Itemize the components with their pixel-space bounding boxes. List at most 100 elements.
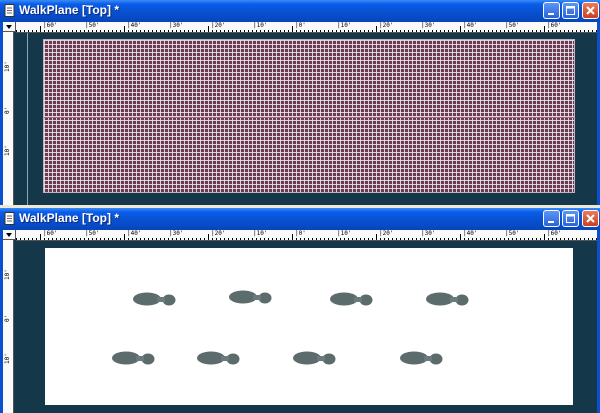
ruler-tick [432,30,433,32]
ruler-tick [180,30,181,32]
ruler-tick [452,30,453,32]
minimize-button[interactable] [543,210,560,227]
ruler-label: |60' [43,22,58,29]
maximize-icon [566,6,575,15]
ruler-tick [492,238,493,240]
ruler-tick [272,238,273,240]
viewport-window-top[interactable]: WalkPlane [Top] * |60' |50' |40' |30' |20' |1… [0,0,600,205]
ruler-label: |0' [295,22,306,29]
ruler-tick [196,30,197,32]
ruler-tick [444,30,445,32]
ruler-tick [572,238,573,240]
vertical-ruler[interactable]: 10' 0' 10' [3,32,14,205]
ruler-tick [164,30,165,32]
ruler-label: |60' [43,230,58,237]
ruler-tick [112,30,113,32]
ruler-tick [256,238,257,240]
ruler-tick [104,238,105,240]
ruler-tick [408,238,409,240]
maximize-button[interactable] [562,2,579,19]
ruler-tick [400,30,401,32]
ruler-tick [252,238,253,240]
viewport-frame[interactable]: |60' |50' |40' |30' |20' |10' |0' |10' |20' |30' |… [0,230,600,413]
ruler-corner-menu[interactable] [3,22,16,32]
ruler-tick [464,30,465,32]
ruler-tick [40,234,41,240]
ruler-tick [112,238,113,240]
walk-plane-grid[interactable] [43,39,575,193]
ruler-tick [328,30,329,32]
ruler-tick [396,238,397,240]
viewport-window-bottom[interactable]: WalkPlane [Top] * |60' |50' |40' |30' |20' |1… [0,208,600,413]
ruler-tick [220,30,221,32]
horizontal-ruler[interactable]: |60' |50' |40' |30' |20' |10' |0' |10' |20' |30' |… [16,22,597,33]
ruler-tick [536,238,537,240]
ruler-tick [72,30,73,32]
viewport-canvas[interactable] [14,241,597,413]
ruler-tick [348,30,349,32]
ruler-label: |40' [127,230,142,237]
close-icon [586,6,595,15]
ruler-tick [324,238,325,240]
ruler-label: 0' [4,106,11,114]
ruler-tick [440,30,441,32]
ruler-tick [424,238,425,240]
ruler-tick [484,30,485,32]
ruler-tick [420,238,421,240]
ruler-tick [332,238,333,240]
ruler-tick [216,238,217,240]
ruler-tick [56,30,57,32]
ruler-tick [236,238,237,240]
ruler-tick [176,30,177,32]
ruler-tick [528,238,529,240]
ruler-tick [316,30,317,32]
viewport-canvas[interactable] [14,33,597,205]
footprint [400,351,443,365]
ruler-tick [524,238,525,240]
ruler-tick [448,30,449,32]
title-bar[interactable]: WalkPlane [Top] * [0,0,600,22]
ruler-tick [548,30,549,32]
footprint [112,351,155,365]
ruler-tick [552,30,553,32]
close-button[interactable] [582,2,599,19]
walk-plane-textured[interactable] [45,248,573,405]
ruler-tick [488,30,489,32]
ruler-tick [124,26,125,32]
viewport-frame[interactable]: |60' |50' |40' |30' |20' |10' |0' |10' |20' |30' |… [0,22,600,205]
ruler-tick [152,238,153,240]
ruler-tick [320,238,321,240]
ruler-tick [596,238,597,240]
ruler-tick [436,238,437,240]
dropdown-arrow-icon [6,25,12,29]
ruler-tick [512,238,513,240]
minimize-button[interactable] [543,2,560,19]
ruler-tick [204,30,205,32]
ruler-tick [284,238,285,240]
ruler-corner-menu[interactable] [3,230,16,240]
ruler-tick [188,30,189,32]
ruler-tick [560,238,561,240]
ruler-tick [368,238,369,240]
ruler-tick [232,30,233,32]
ruler-tick [168,238,169,240]
ruler-tick [44,238,45,240]
ruler-tick [116,30,117,32]
title-bar[interactable]: WalkPlane [Top] * [0,208,600,230]
ruler-tick [568,238,569,240]
ruler-label: 10' [4,61,11,72]
ruler-label: |30' [169,22,184,29]
ruler-label: |20' [379,230,394,237]
ruler-tick [96,30,97,32]
horizontal-ruler[interactable]: |60' |50' |40' |30' |20' |10' |0' |10' |20' |30' |… [16,230,597,241]
ruler-tick [280,238,281,240]
ruler-tick [124,234,125,240]
close-button[interactable] [582,210,599,227]
maximize-button[interactable] [562,210,579,227]
ruler-tick [360,238,361,240]
ruler-label: |0' [295,230,306,237]
ruler-tick [312,30,313,32]
ruler-tick [60,30,61,32]
ruler-tick [376,26,377,32]
vertical-ruler[interactable]: 10' 0' 10' [3,240,14,413]
